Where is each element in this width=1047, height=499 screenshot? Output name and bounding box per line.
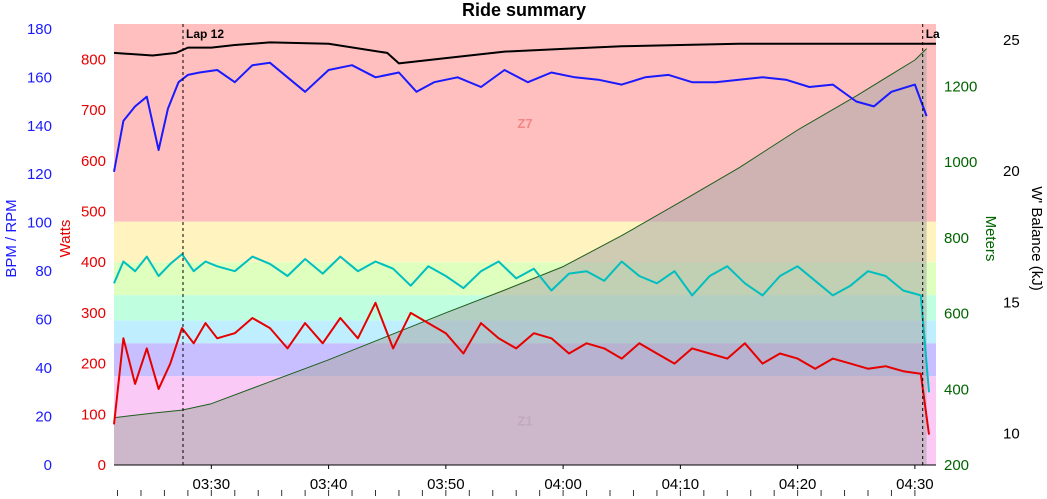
x-tick-label: 04:00 [544, 476, 582, 493]
meters-tick-label: 200 [944, 457, 969, 474]
watts-axis-label: Watts [57, 220, 74, 258]
x-tick-label: 03:30 [193, 476, 231, 493]
wbal-tick-label: 25 [1003, 32, 1020, 49]
meters-tick-label: 400 [944, 381, 969, 398]
power-line [113, 301, 930, 435]
bpm_rpm-tick-label: 20 [35, 409, 52, 426]
cadence-line [113, 253, 930, 393]
meters-tick-label: 800 [944, 230, 969, 247]
bpm_rpm-tick-label: 100 [27, 215, 52, 232]
x-tick-label: 03:50 [427, 476, 465, 493]
watts-tick-label: 100 [81, 406, 106, 423]
bpm_rpm-tick-label: 80 [35, 263, 52, 280]
watts-tick-label: 200 [81, 356, 106, 373]
wbal-axis-label: W' Balance (kJ) [1028, 186, 1045, 291]
bpm_rpm-tick-label: 60 [35, 312, 52, 329]
altitude-area [114, 48, 927, 465]
bpm_rpm-tick-label: 40 [35, 360, 52, 377]
watts-tick-label: 500 [81, 204, 106, 221]
watts-tick-label: 800 [81, 51, 106, 68]
watts-tick-label: 300 [81, 305, 106, 322]
bpm_rpm-axis-label: BPM / RPM [3, 199, 20, 277]
x-tick-label: 04:20 [779, 476, 817, 493]
bpm_rpm-tick-label: 140 [27, 118, 52, 135]
x-tick-label: 04:30 [896, 476, 934, 493]
wbal-tick-label: 20 [1003, 163, 1020, 180]
meters-tick-label: 1000 [944, 154, 977, 171]
watts-tick-label: 0 [98, 457, 106, 474]
meters-tick-label: 1200 [944, 78, 977, 95]
x-tick-label: 03:40 [310, 476, 348, 493]
lap-marker-label: La [926, 27, 940, 41]
w-balance-line [113, 41, 936, 65]
wbal-tick-label: 15 [1003, 294, 1020, 311]
meters-tick-label: 600 [944, 306, 969, 323]
watts-tick-label: 600 [81, 153, 106, 170]
bpm_rpm-tick-label: 120 [27, 166, 52, 183]
x-tick-label: 04:10 [662, 476, 700, 493]
lap-markers: Lap 12 La [182, 24, 940, 465]
wbal-tick-label: 10 [1003, 426, 1020, 443]
meters-axis-label: Meters [982, 216, 999, 262]
lap-marker-label: Lap 12 [186, 27, 224, 41]
heart-rate-line [113, 61, 928, 172]
series-layer [113, 41, 936, 465]
chart-title: Ride summary [462, 0, 586, 20]
bpm_rpm-tick-label: 0 [44, 457, 52, 474]
watts-tick-label: 400 [81, 254, 106, 271]
power-zone-label: Z7 [517, 116, 532, 131]
bpm_rpm-tick-label: 160 [27, 69, 52, 86]
watts-tick-label: 700 [81, 102, 106, 119]
altitude-line [113, 48, 927, 419]
bpm_rpm-tick-label: 180 [27, 21, 52, 38]
